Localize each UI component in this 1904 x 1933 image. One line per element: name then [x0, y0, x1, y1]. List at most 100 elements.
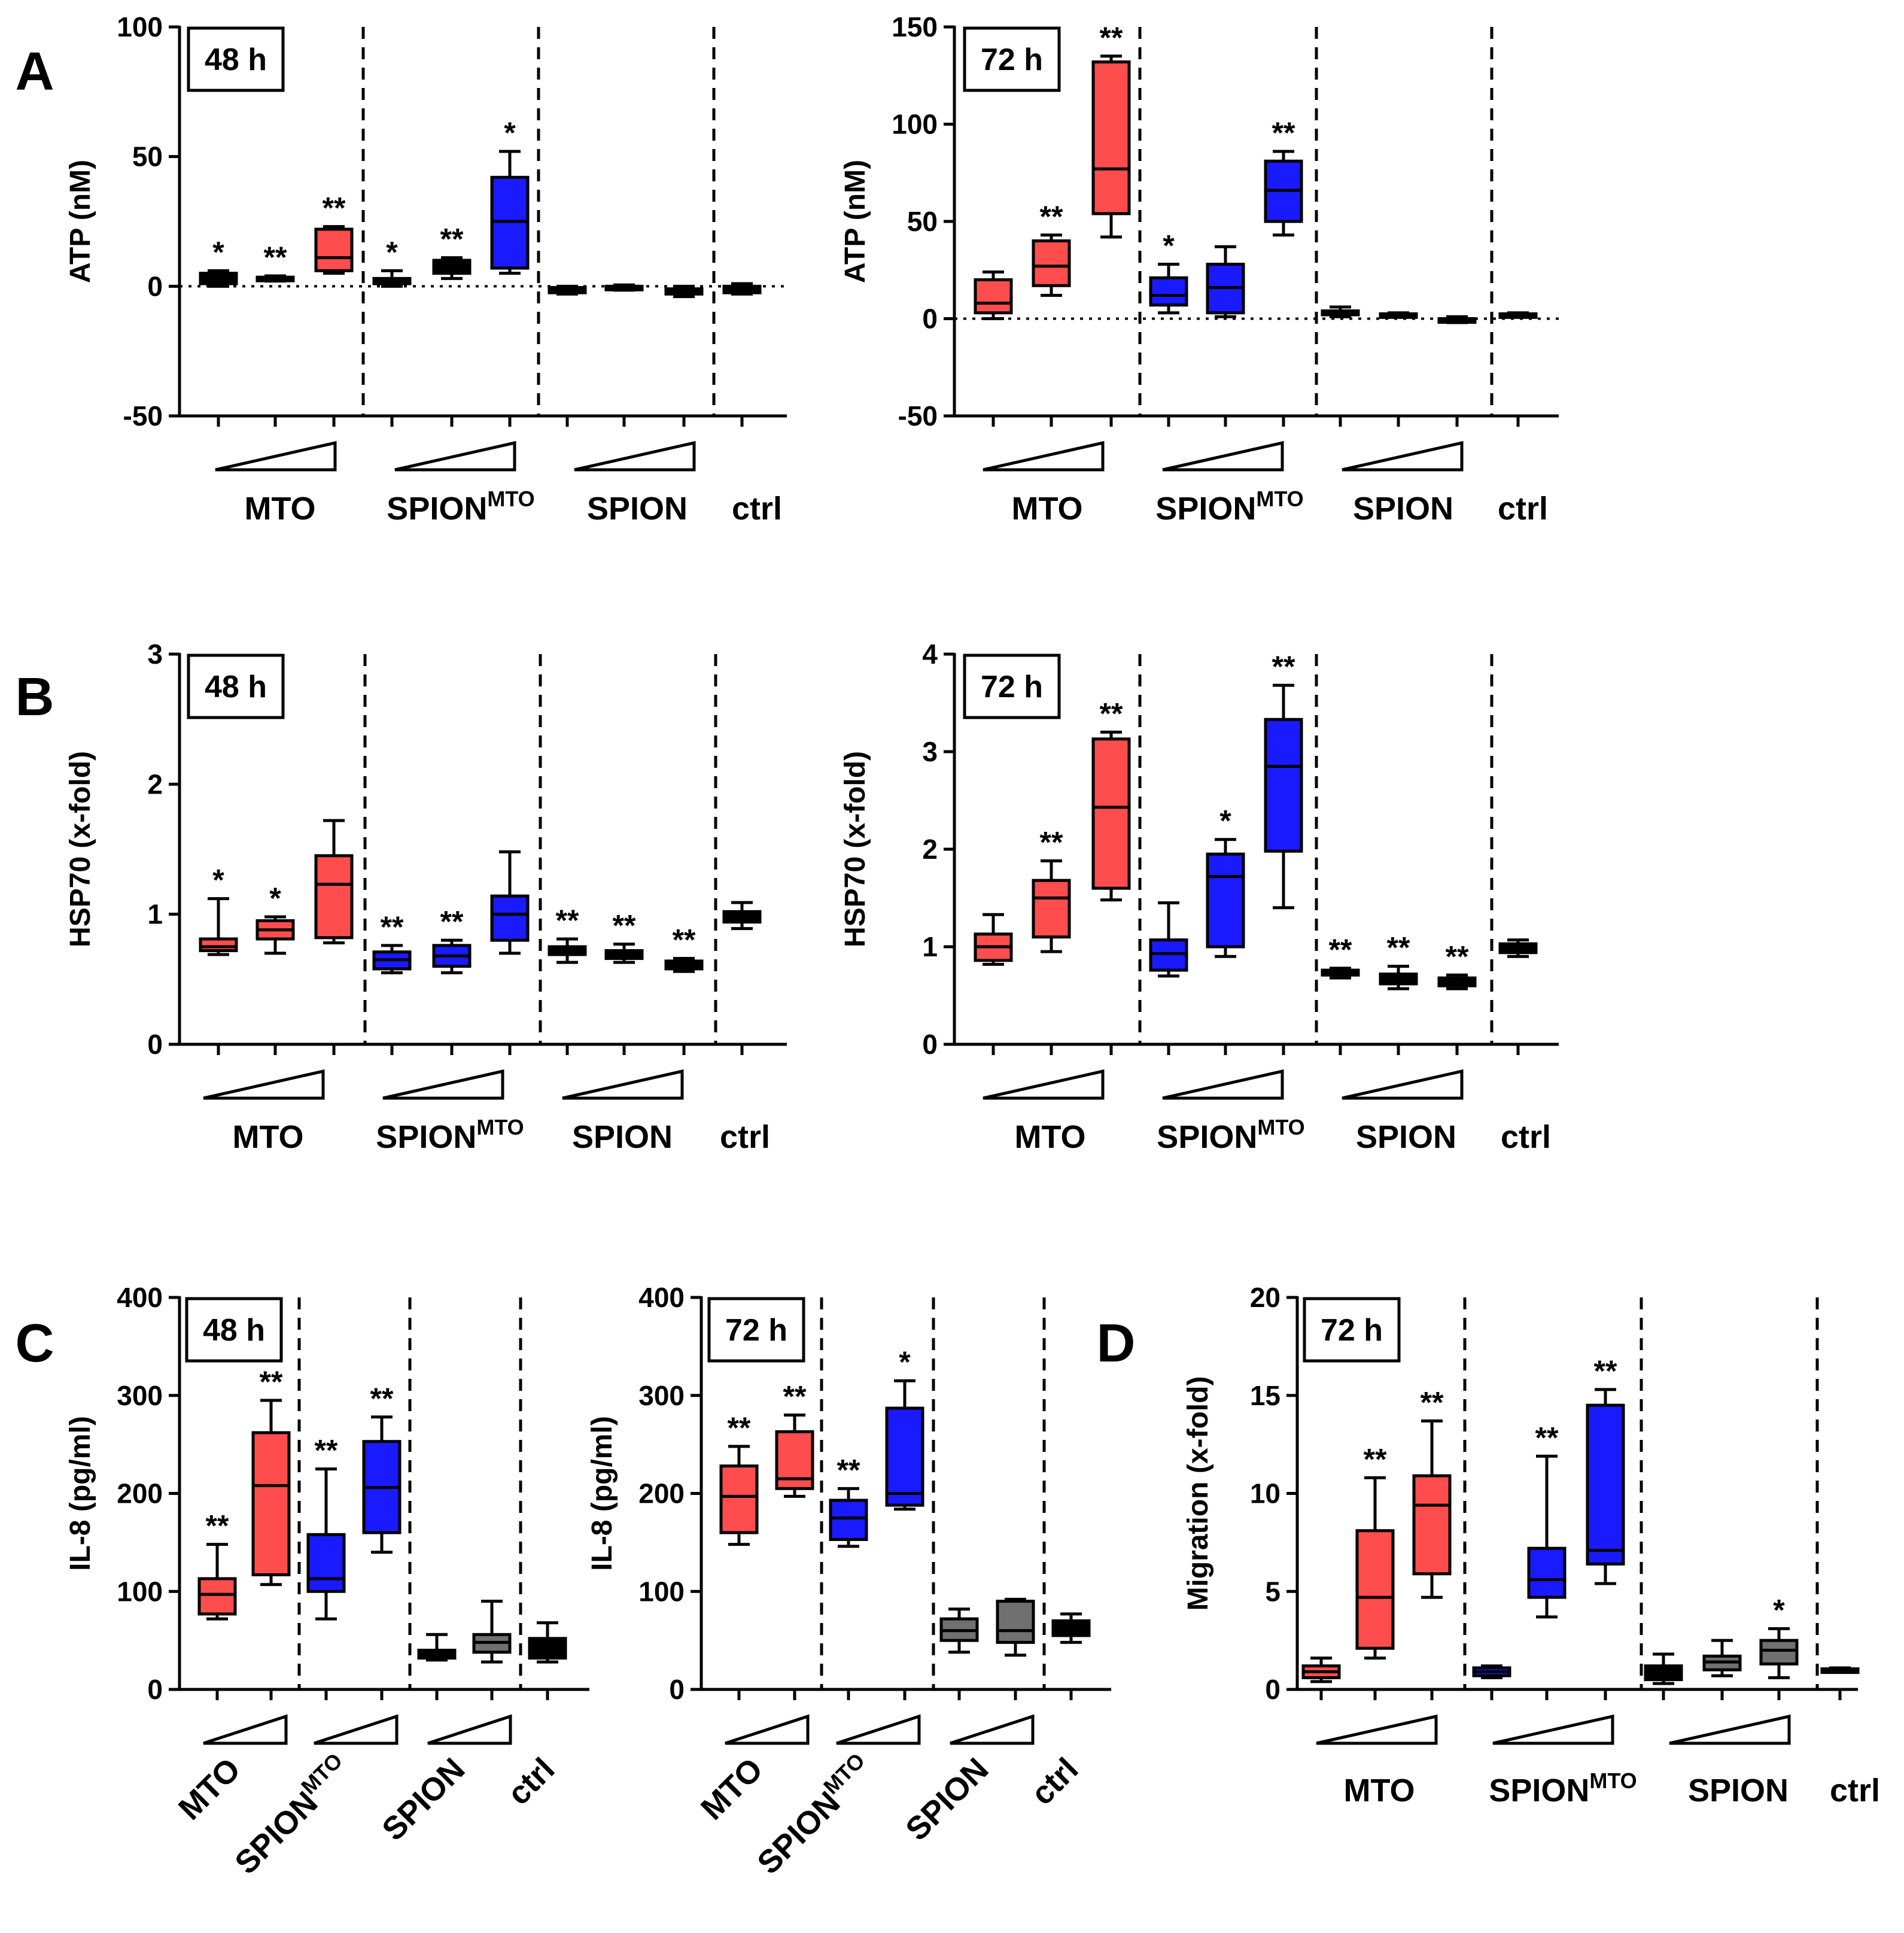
group-label: SPION: [572, 1119, 673, 1155]
significance-marker: **: [1421, 1385, 1444, 1419]
significance-marker: **: [1272, 650, 1295, 683]
group-label-text: SPION: [572, 1119, 673, 1155]
significance-marker: **: [206, 1509, 229, 1543]
box-SPION: **: [1379, 931, 1418, 990]
y-tick-label: 5: [1265, 1576, 1281, 1607]
box-MTO: *: [199, 864, 238, 956]
y-tick-label: 10: [1250, 1478, 1281, 1509]
significance-marker: **: [1329, 933, 1352, 966]
concentration-wedge: [836, 1714, 921, 1745]
group-label-text: ctrl: [1501, 1119, 1551, 1155]
box-body: [829, 1499, 868, 1541]
box-body: [996, 1600, 1035, 1644]
time-label: 72 h: [725, 1313, 787, 1348]
significance-marker: **: [1535, 1421, 1559, 1454]
time-label-box: [963, 654, 1061, 719]
group-label: SPION: [587, 491, 688, 527]
group-label: ctrl: [501, 1751, 562, 1812]
group-label-text: SPION: [376, 1119, 476, 1155]
box-body: [1149, 276, 1188, 307]
box-SPION: [996, 1597, 1035, 1657]
time-label: 72 h: [981, 42, 1043, 77]
group-label: MTO: [1015, 1119, 1086, 1155]
time-label: 48 h: [205, 42, 267, 77]
box-body: [314, 227, 354, 272]
group-label: SPIONMTO: [387, 487, 534, 527]
group-label-text: SPION: [1353, 491, 1453, 527]
y-tick-label: 200: [638, 1478, 685, 1509]
y-tick-label: 3: [147, 639, 163, 670]
box-SPION_MTO: **: [362, 1382, 402, 1554]
concentration-wedge: [203, 1714, 288, 1745]
group-label: ctrl: [732, 491, 782, 527]
group-label-text: MTO: [1012, 491, 1083, 527]
group-label: SPION: [1688, 1773, 1789, 1809]
box-ctrl: [722, 901, 762, 931]
box-SPION: [548, 284, 587, 296]
box-SPION_MTO: [490, 850, 530, 955]
group-label: ctrl: [1498, 491, 1548, 527]
panel-letter-A: A: [16, 42, 54, 102]
group-label-text: MTO: [1015, 1119, 1086, 1155]
y-tick-label: 2: [922, 834, 938, 865]
box-SPION: [604, 283, 644, 292]
group-label-text: MTO: [1344, 1773, 1415, 1809]
significance-marker: **: [1100, 21, 1123, 54]
concentration-wedge: [215, 440, 337, 472]
box-ctrl: [1051, 1612, 1091, 1644]
significance-marker: **: [837, 1453, 860, 1487]
significance-marker: **: [440, 905, 464, 938]
group-label: SPIONMTO: [1155, 487, 1303, 527]
box-SPION: **: [1437, 940, 1477, 990]
significance-marker: **: [556, 904, 579, 937]
box-body: [719, 1464, 759, 1534]
group-label-superscript: MTO: [1589, 1768, 1637, 1793]
group-label-text: ctrl: [1024, 1751, 1085, 1812]
concentration-wedge: [1492, 1714, 1614, 1745]
y-tick-label: 150: [892, 11, 938, 42]
box-body: [251, 1431, 291, 1576]
box-MTO: **: [775, 1380, 814, 1498]
box-SPION_MTO: [1206, 245, 1245, 318]
time-label-box: [963, 26, 1061, 92]
concentration-wedge: [314, 1714, 399, 1745]
y-tick-label: 0: [922, 1029, 938, 1060]
concentration-wedge: [574, 440, 696, 472]
significance-marker: *: [269, 882, 281, 915]
box-MTO: [974, 271, 1013, 320]
y-tick-label: 100: [117, 1576, 163, 1607]
box-SPION: **: [1321, 933, 1360, 980]
group-label-superscript: MTO: [476, 1115, 524, 1139]
group-label: SPIONMTO: [1489, 1768, 1637, 1809]
y-tick-label: 100: [892, 109, 938, 140]
concentration-wedge: [1342, 1069, 1464, 1100]
y-tick-label: 400: [638, 1282, 685, 1313]
box-MTO: **: [1412, 1385, 1452, 1599]
y-tick-label: 300: [117, 1380, 163, 1411]
group-label: SPIONMTO: [376, 1115, 524, 1155]
box-body: [490, 894, 530, 942]
box-body: [314, 854, 354, 940]
group-label-text: ctrl: [501, 1751, 562, 1812]
concentration-wedge: [382, 1069, 504, 1100]
box-body: [1032, 239, 1071, 287]
group-label: MTO: [694, 1751, 770, 1827]
box-body: [1032, 879, 1071, 939]
concentration-wedge: [562, 1069, 684, 1100]
box-MTO: **: [251, 1365, 291, 1586]
group-label-text: ctrl: [1498, 491, 1548, 527]
y-axis-label: IL-8 (pg/ml): [65, 1416, 96, 1571]
box-body: [1355, 1529, 1395, 1650]
concentration-wedge: [1342, 440, 1464, 472]
panel-letter-C: C: [16, 1314, 54, 1373]
group-label: MTO: [233, 1119, 304, 1155]
significance-marker: **: [728, 1411, 751, 1445]
group-label-text: SPION: [1688, 1773, 1789, 1809]
time-label: 48 h: [203, 1313, 265, 1348]
y-tick-label: 20: [1250, 1282, 1281, 1313]
group-label: MTO: [1344, 1773, 1415, 1809]
significance-marker: **: [323, 192, 346, 225]
significance-marker: *: [1219, 804, 1231, 838]
box-SPION_MTO: [1149, 901, 1188, 978]
box-MTO: [974, 913, 1013, 966]
